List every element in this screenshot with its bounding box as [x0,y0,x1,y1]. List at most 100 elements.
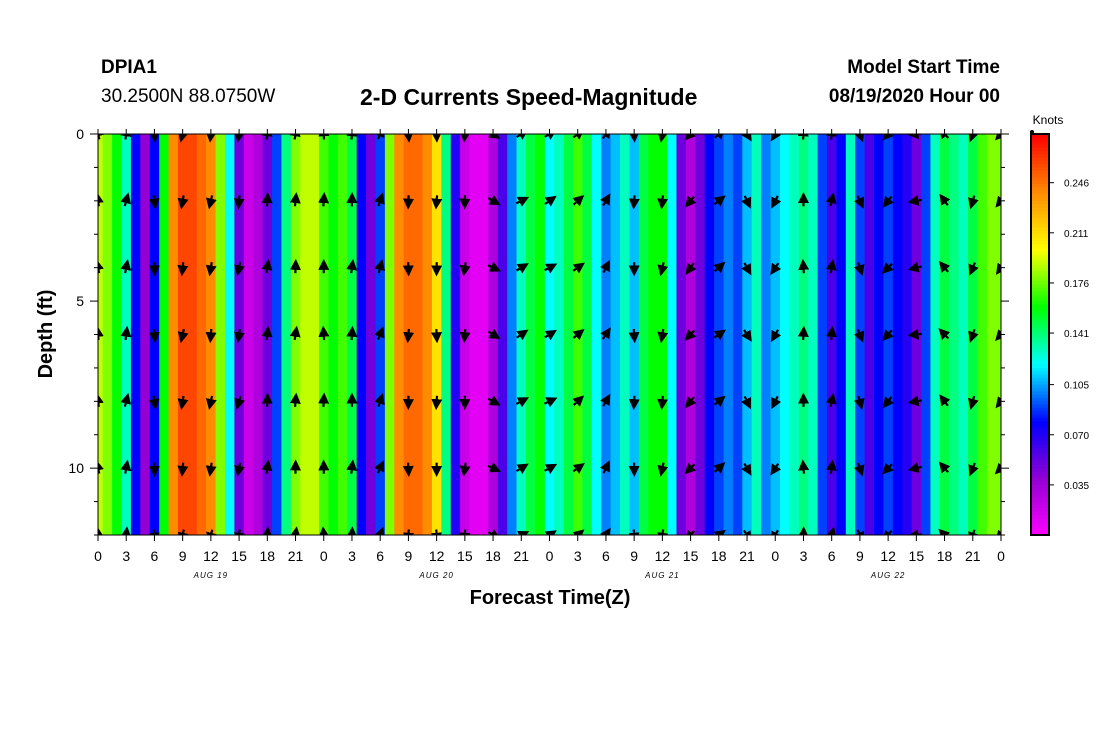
current-arrow [544,195,557,207]
colorbar-segment [1031,408,1049,412]
current-arrow [177,134,189,143]
current-arrow [120,134,132,140]
colorbar-segment [1031,217,1049,222]
colorbar-segment [1031,397,1049,402]
current-arrow [402,462,414,477]
current-arrow [206,195,217,210]
colorbar-segment [1031,524,1049,529]
heatmap-column [892,134,903,535]
colorbar-segment [1031,351,1049,356]
current-arrow [233,328,245,344]
current-arrow [459,134,471,143]
x-tick-label: 21 [739,548,755,564]
x-tick-label: 0 [771,548,779,564]
colorbar-segment [1031,220,1049,225]
current-arrow [403,529,415,535]
current-arrow [628,195,640,210]
current-arrow [572,194,585,207]
colorbar-segment [1031,174,1049,179]
colorbar-segment [1031,327,1049,332]
current-arrow [459,529,471,535]
heatmap-column [695,134,706,535]
current-arrow [798,459,810,474]
current-arrow [346,258,358,274]
colorbar-segment [1031,244,1049,249]
heatmap-column [102,134,113,535]
current-arrow [853,134,865,143]
current-arrow [544,397,558,408]
colorbar-segment [1031,257,1049,262]
current-arrow [234,134,245,143]
y-tick-label: 0 [76,126,84,142]
x-tick-label: 18 [937,548,953,564]
colorbar-segment [1031,291,1049,295]
current-arrow [488,134,501,139]
current-arrow [882,329,894,342]
colorbar-segment [1031,364,1049,369]
colorbar-segment [1031,481,1049,486]
heatmap-column [366,134,377,535]
colorbar-segment [1031,377,1049,382]
current-arrow [234,262,245,277]
x-tick-label: 3 [574,548,582,564]
current-arrow [205,328,217,344]
current-arrow [995,195,1001,208]
current-arrow [261,192,273,207]
current-arrow [797,134,809,140]
x-tick-label: 18 [711,548,727,564]
current-arrow [684,329,697,342]
current-arrow [177,195,189,210]
current-arrow [205,395,217,410]
current-arrow [968,134,979,143]
current-arrow [374,392,385,407]
colorbar-segment [1031,444,1049,449]
current-arrow [825,459,837,474]
current-arrow [403,328,415,344]
colorbar-segment [1031,461,1049,466]
x-tick-label: 6 [602,548,610,564]
colorbar-tick-label: 0.246 [1064,179,1089,190]
colorbar-tick-label: 0.141 [1064,329,1089,340]
current-arrow [994,462,1001,475]
colorbar-segment [1031,341,1049,346]
current-arrow [544,263,558,274]
current-arrow [148,134,160,143]
current-arrow [98,192,104,207]
x-tick-label: 0 [94,548,102,564]
colorbar-segment [1031,160,1049,165]
current-arrow [826,325,837,341]
current-arrow [177,328,189,344]
current-arrow [346,134,358,140]
current-arrow [318,392,330,407]
current-arrow [98,459,104,474]
current-arrow [881,262,894,274]
current-arrow [939,193,951,206]
current-arrow [713,329,727,341]
model-start-label: Model Start Time [847,57,1000,78]
colorbar-segment [1031,137,1049,142]
current-arrow [797,325,809,341]
x-tick-label: 21 [288,548,304,564]
colorbar-segment [1031,511,1049,516]
colorbar-tick-label: 0.211 [1064,229,1089,240]
colorbar-segment [1031,224,1049,229]
current-arrow [907,261,922,273]
current-arrow [713,462,726,474]
current-arrow [628,134,640,143]
colorbar-segment [1031,284,1049,289]
x-tick-label: 6 [151,548,159,564]
colorbar-segment [1031,334,1049,339]
colorbar-segment [1031,367,1049,372]
colorbar-segment [1031,260,1049,265]
y-tick-label: 10 [68,460,84,476]
current-arrow [825,392,837,407]
heatmap-column [337,134,348,535]
current-arrow [882,134,894,141]
current-arrow [487,194,501,206]
colorbar-segment [1031,214,1049,219]
current-arrow [600,193,611,207]
heatmap-column [864,134,875,535]
colorbar-tick-label: 0.070 [1064,431,1089,442]
y-axis-title: Depth (ft) [35,290,57,379]
current-arrow [939,394,951,407]
